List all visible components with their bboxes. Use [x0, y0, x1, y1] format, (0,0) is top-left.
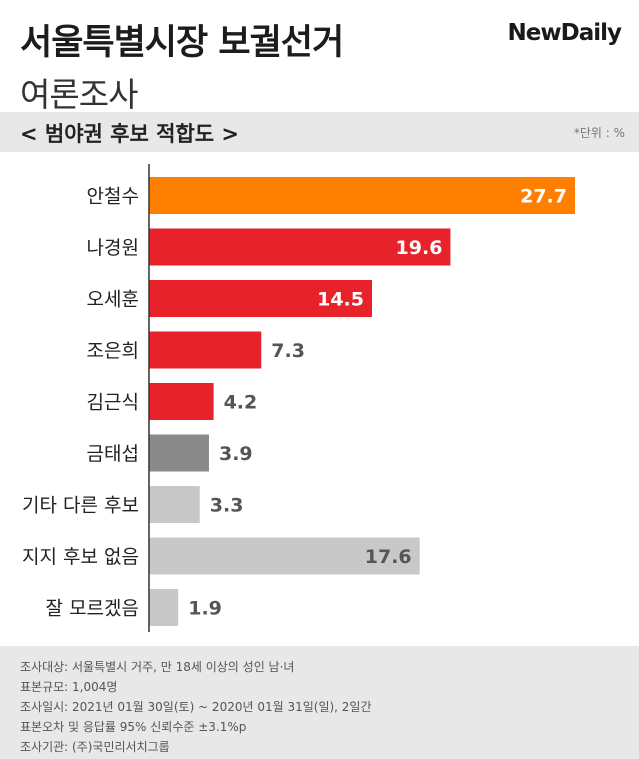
category-label: 잘 모르겠음 [46, 598, 139, 620]
footer-line-error: 표본오차 및 응답률 95% 신뢰수준 ±3.1%p [20, 720, 247, 734]
section-title: < 범야권 후보 적합도 > [20, 122, 239, 146]
bar-chart: 안철수 27.7 나경원 19.6 오세훈 14.5 조은희 7.3 김근식 4.2 금태섭 3.9 기… [22, 164, 575, 632]
footer-line-date: 조사일시: 2021년 01월 30일(토) ~ 2020년 01월 31일(일… [20, 700, 372, 714]
footer-line-agency: 조사기관: (주)국민리서치그룹 [20, 740, 170, 754]
value-label: 3.3 [210, 495, 244, 517]
survey-footer: 조사대상: 서울특별시 거주, 만 18세 이상의 성인 남·녀 표본규모: 1… [0, 646, 639, 759]
value-label: 3.9 [219, 443, 253, 465]
page-title: 서울특별시장 보궐선거 [20, 23, 344, 63]
bar [149, 383, 214, 420]
bar [149, 228, 451, 266]
footer-line-target: 조사대상: 서울특별시 거주, 만 18세 이상의 성인 남·녀 [20, 660, 295, 674]
category-label: 김근식 [87, 392, 139, 414]
footer-line-sample: 표본규모: 1,004명 [20, 680, 118, 694]
bar [149, 177, 575, 214]
newdaily-logo: NewDaily [507, 20, 622, 46]
bar [149, 486, 200, 523]
bar [149, 434, 209, 472]
category-label: 오세훈 [87, 289, 139, 311]
category-label: 지지 후보 없음 [22, 546, 139, 568]
bar [149, 280, 372, 317]
value-label: 27.7 [520, 186, 567, 208]
category-label: 조은희 [87, 340, 139, 362]
category-label: 금태섭 [87, 443, 139, 465]
category-label: 안철수 [87, 186, 139, 208]
value-label: 7.3 [271, 340, 305, 362]
category-label: 나경원 [87, 237, 139, 259]
value-label: 17.6 [365, 546, 412, 568]
category-label: 기타 다른 후보 [22, 495, 139, 517]
value-label: 4.2 [224, 392, 258, 414]
bar [149, 331, 262, 369]
bar [149, 589, 179, 626]
page-subtitle: 여론조사 [20, 75, 138, 114]
value-label: 14.5 [317, 289, 364, 311]
value-label: 1.9 [188, 598, 222, 620]
unit-note: *단위 : % [573, 126, 625, 140]
bar [149, 537, 420, 575]
section-header: < 범야권 후보 적합도 > *단위 : % [0, 112, 639, 152]
value-label: 19.6 [396, 237, 443, 259]
